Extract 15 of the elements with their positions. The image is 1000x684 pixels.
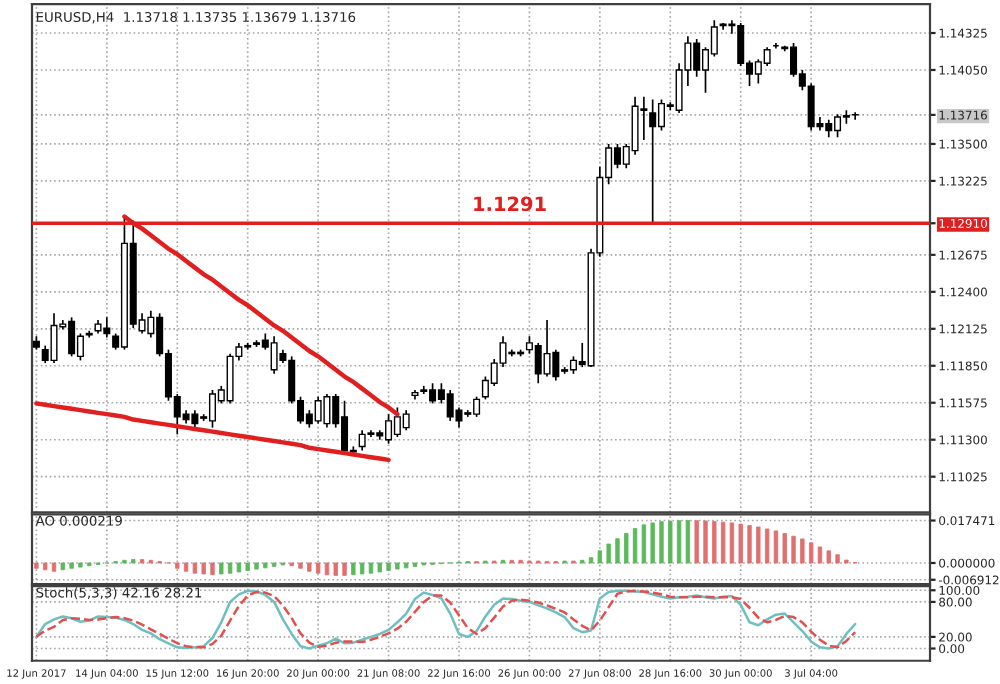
candlestick [763,46,771,67]
candlestick [649,98,657,225]
candlestick [50,312,58,364]
ref-line-label: 1.1291 [474,196,546,212]
candlestick [314,395,322,425]
candlestick [323,393,331,429]
candlestick [552,348,560,382]
candlestick [226,352,234,405]
candlestick [402,409,410,432]
candlestick [358,429,366,452]
candlestick [543,319,551,378]
line-series [34,401,391,463]
candlestick [270,335,278,375]
candlestick [103,316,111,339]
candlestick [851,111,859,121]
